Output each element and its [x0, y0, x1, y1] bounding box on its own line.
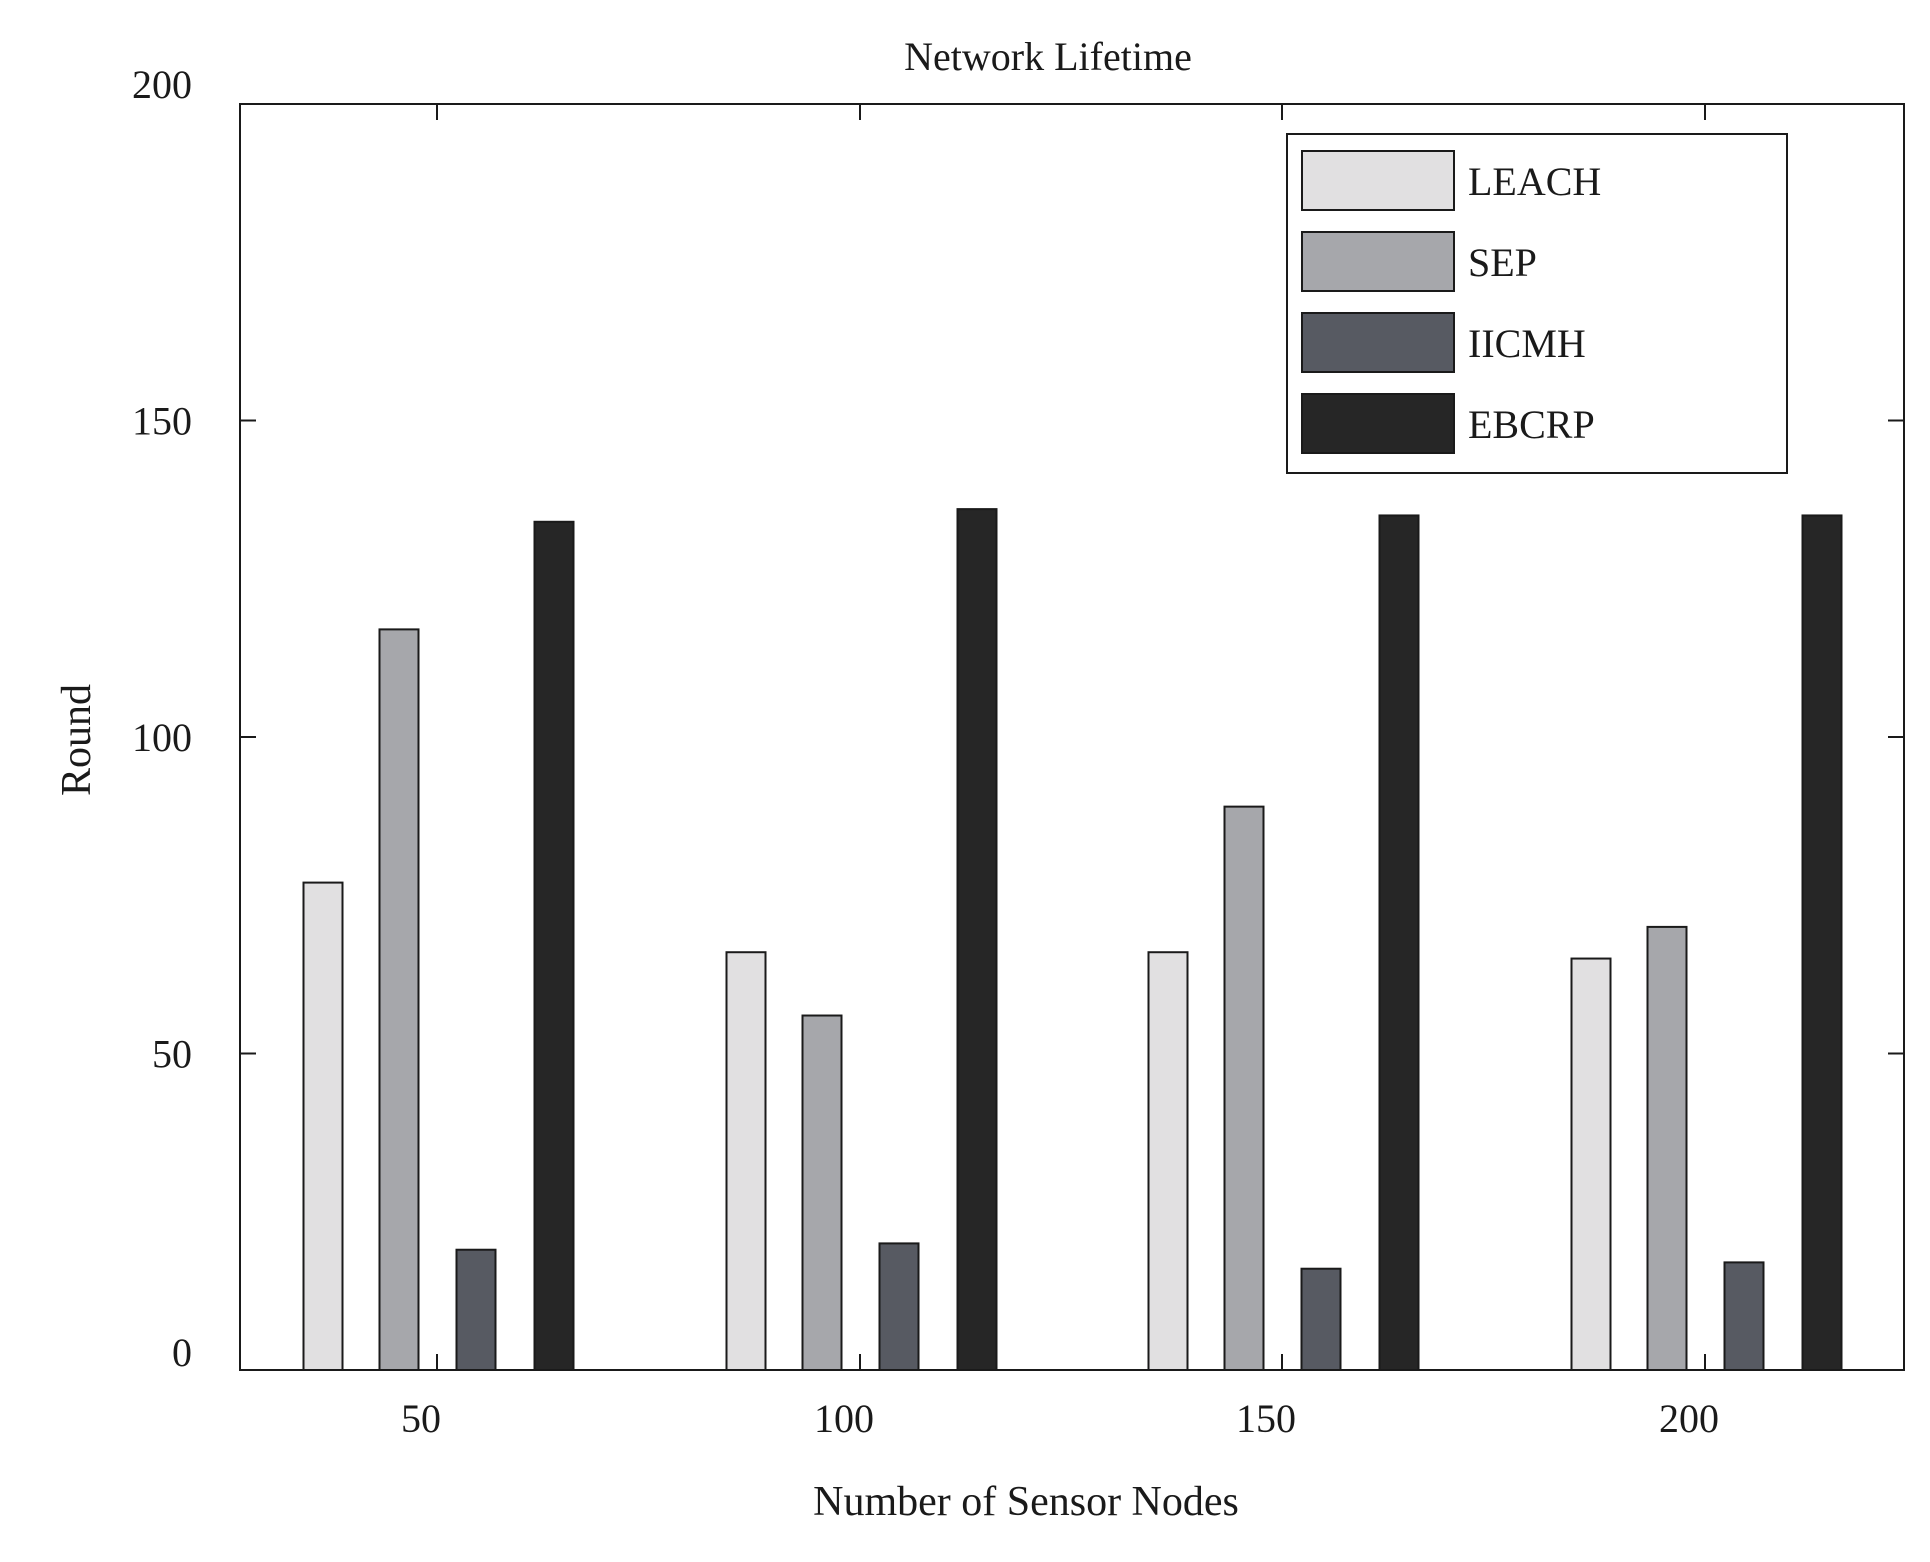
- y-tick-label-50: 50: [152, 1032, 192, 1077]
- bar-sep-150: [1223, 805, 1265, 1371]
- bar-leach-100: [725, 951, 767, 1371]
- bar-ebcrp-200: [1801, 514, 1843, 1371]
- legend-swatch-sep: [1301, 231, 1455, 292]
- x-tick-label-150: 150: [1236, 1396, 1296, 1441]
- legend-label-iicmh: IICMH: [1468, 321, 1586, 366]
- bar-sep-100: [801, 1014, 843, 1372]
- bar-sep-50: [378, 628, 420, 1371]
- legend-label-ebcrp: EBCRP: [1468, 402, 1595, 447]
- y-tick-label-200: 200: [132, 62, 192, 107]
- bar-iicmh-50: [455, 1248, 497, 1371]
- legend: LEACH SEP IICMH EBCRP: [1286, 133, 1788, 474]
- bars-layer: [302, 508, 1843, 1372]
- bar-iicmh-200: [1723, 1261, 1765, 1372]
- bar-iicmh-150: [1300, 1267, 1342, 1371]
- y-tick-label-100: 100: [132, 715, 192, 760]
- chart-title: Network Lifetime: [904, 34, 1192, 79]
- x-tick-label-100: 100: [814, 1396, 874, 1441]
- axes-layer: 0 50 100 150 200 50 100 150 200: [132, 62, 1905, 1441]
- bar-ebcrp-150: [1378, 514, 1420, 1371]
- x-axis-label: Number of Sensor Nodes: [813, 1479, 1239, 1525]
- bar-sep-200: [1646, 925, 1688, 1372]
- y-tick-label-0: 0: [172, 1330, 192, 1375]
- y-tick-label-150: 150: [132, 399, 192, 444]
- legend-label-sep: SEP: [1468, 240, 1537, 285]
- bar-leach-150: [1147, 951, 1189, 1371]
- legend-swatch-iicmh: [1301, 312, 1455, 373]
- x-tick-label-200: 200: [1659, 1396, 1719, 1441]
- bar-iicmh-100: [878, 1242, 920, 1372]
- y-axis-label: Round: [54, 684, 100, 796]
- legend-label-leach: LEACH: [1468, 159, 1601, 204]
- legend-swatch-leach: [1301, 150, 1455, 211]
- x-tick-label-50: 50: [401, 1396, 441, 1441]
- bar-leach-50: [302, 881, 344, 1372]
- bar-ebcrp-100: [956, 508, 998, 1371]
- bar-ebcrp-50: [533, 520, 575, 1371]
- legend-swatch-ebcrp: [1301, 393, 1455, 454]
- bar-leach-200: [1570, 957, 1612, 1371]
